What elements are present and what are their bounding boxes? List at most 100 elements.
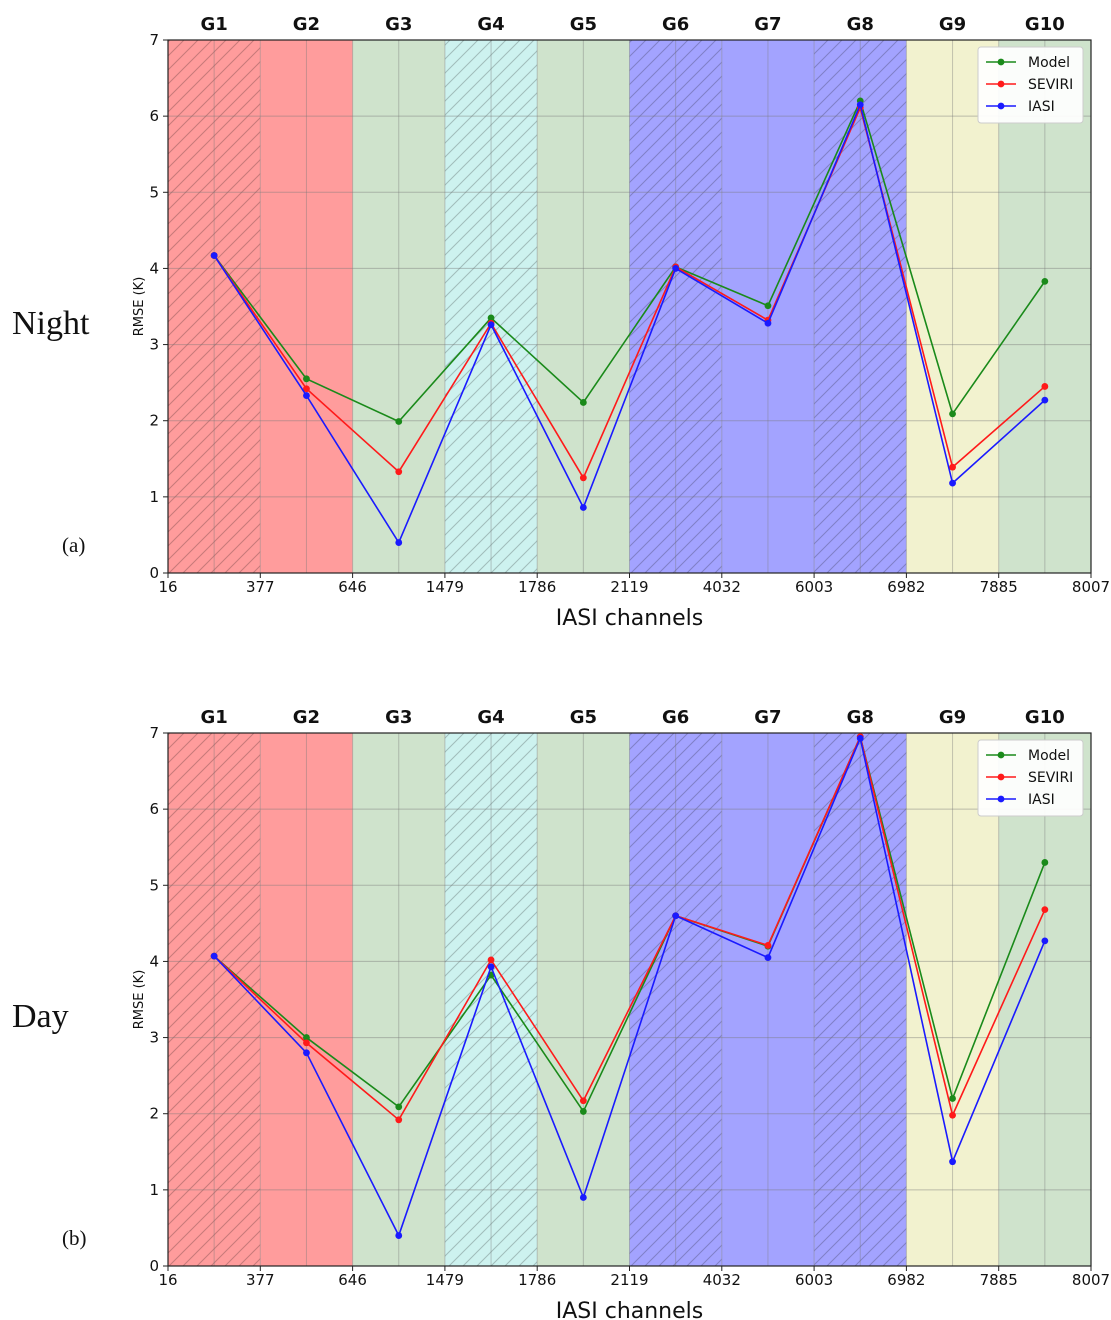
legend-marker-model	[997, 751, 1005, 759]
x-tick-label: 8007	[1072, 1271, 1110, 1289]
legend-marker-iasi	[997, 795, 1005, 803]
series-line-seviri	[213, 734, 1046, 1122]
y-tick-label: 5	[149, 183, 159, 201]
legend-marker-seviri	[997, 773, 1005, 781]
group-band-g10	[998, 733, 1091, 1266]
group-band-g5	[537, 733, 630, 1266]
group-label-g6: G6	[662, 14, 689, 35]
data-point-seviri	[303, 1039, 310, 1047]
data-point-iasi	[949, 1158, 956, 1166]
group-hatch-g6	[629, 40, 722, 573]
group-band-g10	[998, 40, 1091, 573]
legend-label-model: Model	[1028, 55, 1070, 71]
x-axis-title: IASI channels	[556, 606, 704, 631]
legend-marker-iasi	[997, 102, 1005, 110]
y-tick-label: 2	[149, 1105, 159, 1123]
y-tick-label: 3	[149, 336, 159, 354]
data-point-model	[303, 1034, 310, 1041]
data-point-model	[303, 375, 310, 383]
x-axis-title: IASI channels	[556, 1299, 704, 1320]
legend-label-model: Model	[1028, 748, 1070, 764]
data-point-iasi	[395, 1232, 403, 1239]
data-point-model	[487, 314, 495, 322]
group-label-g8: G8	[847, 14, 874, 35]
group-label-g7: G7	[754, 707, 781, 728]
data-point-seviri	[764, 942, 772, 949]
x-tick-label: 646	[338, 1271, 367, 1289]
legend-label-seviri: SEVIRI	[1028, 77, 1073, 93]
data-point-iasi	[672, 912, 680, 920]
group-label-g6: G6	[662, 707, 689, 728]
y-tick-label: 6	[149, 107, 159, 125]
x-tick-label: 4032	[703, 578, 741, 596]
y-tick-label: 0	[149, 564, 159, 582]
x-tick-label: 8007	[1072, 578, 1110, 596]
legend-marker-seviri	[997, 80, 1005, 88]
x-tick-label: 6982	[887, 578, 925, 596]
y-tick-label: 5	[149, 876, 159, 894]
legend-label-seviri: SEVIRI	[1028, 770, 1073, 786]
group-label-g4: G4	[477, 707, 504, 728]
x-tick-label: 16	[158, 578, 177, 596]
y-tick-label: 2	[149, 412, 159, 430]
series-line-iasi	[213, 735, 1046, 1238]
data-point-iasi	[579, 1194, 587, 1201]
x-tick-label: 646	[338, 578, 367, 596]
y-tick-label: 3	[149, 1029, 159, 1047]
group-hatch-g4	[444, 733, 538, 1266]
group-label-g5: G5	[570, 14, 597, 35]
data-point-iasi	[672, 265, 680, 272]
chart-panel-day: Day (b) G1 G2 G3 G4 G5 G6 G7 G8 G9 G10 0 1 2 3 4 5 6 7 16 3…	[0, 693, 1111, 1320]
chart-panel-night: Night (a) G1 G2 G3 G4 G5 G6 G7 G8 G9 G10 0 1 2 3 4 5 6 7 1…	[0, 0, 1111, 650]
chart-day: G1 G2 G3 G4 G5 G6 G7 G8 G9 G10 0 1 2 3 4 5 6 7 16 377 646 147…	[132, 707, 1110, 1320]
data-point-model	[395, 1103, 403, 1111]
x-tick-label: 1479	[426, 578, 464, 596]
group-label-g10: G10	[1025, 707, 1065, 728]
y-tick-label: 6	[149, 800, 159, 818]
group-label-g5: G5	[570, 707, 597, 728]
x-tick-label: 4032	[703, 1271, 741, 1289]
group-label-g3: G3	[385, 14, 412, 35]
legend-label-iasi: IASI	[1028, 99, 1055, 115]
data-point-iasi	[303, 1049, 310, 1057]
legend-marker-model	[997, 58, 1005, 66]
legend-box	[977, 46, 1084, 124]
data-point-model	[949, 410, 956, 418]
data-point-seviri	[949, 463, 956, 471]
data-point-iasi	[210, 252, 218, 259]
group-label-g1: G1	[200, 707, 227, 728]
legend-label-iasi: IASI	[1028, 792, 1055, 808]
chart-night: G1 G2 G3 G4 G5 G6 G7 G8 G9 G10 0 1 2 3 4 5 6 7 16 377 646 147…	[132, 14, 1110, 631]
y-tick-label: 1	[149, 488, 159, 506]
data-point-seviri	[395, 468, 403, 476]
legend-box	[977, 739, 1084, 817]
x-tick-label: 7885	[980, 1271, 1018, 1289]
panel-label-a: (a)	[62, 533, 86, 557]
data-point-seviri	[579, 474, 587, 482]
series-line-seviri	[213, 105, 1046, 480]
y-tick-label: 7	[149, 31, 159, 49]
y-axis-title: RMSE (K)	[132, 277, 147, 337]
group-hatch-g6	[629, 733, 722, 1266]
data-point-seviri	[1041, 906, 1049, 914]
x-tick-label: 6003	[795, 578, 833, 596]
data-point-iasi	[1041, 396, 1049, 404]
group-label-g9: G9	[939, 14, 966, 35]
y-tick-label: 4	[149, 259, 159, 277]
x-tick-label: 1786	[518, 1271, 556, 1289]
group-band-g9	[906, 733, 999, 1266]
group-band-g2	[260, 733, 353, 1266]
y-axis-title: RMSE (K)	[132, 970, 147, 1030]
group-hatch-g4	[444, 40, 538, 573]
group-band-g3	[352, 40, 445, 573]
series-line-model	[213, 98, 1046, 423]
side-label-day: Day	[12, 998, 69, 1035]
y-tick-label: 7	[149, 724, 159, 742]
data-point-iasi	[579, 504, 587, 511]
group-hatch-g8	[814, 733, 907, 1266]
group-hatch-g1	[168, 40, 261, 573]
data-point-iasi	[856, 101, 864, 109]
data-point-seviri	[395, 1116, 403, 1124]
y-tick-label: 4	[149, 952, 159, 970]
x-tick-label: 2119	[610, 1271, 648, 1289]
